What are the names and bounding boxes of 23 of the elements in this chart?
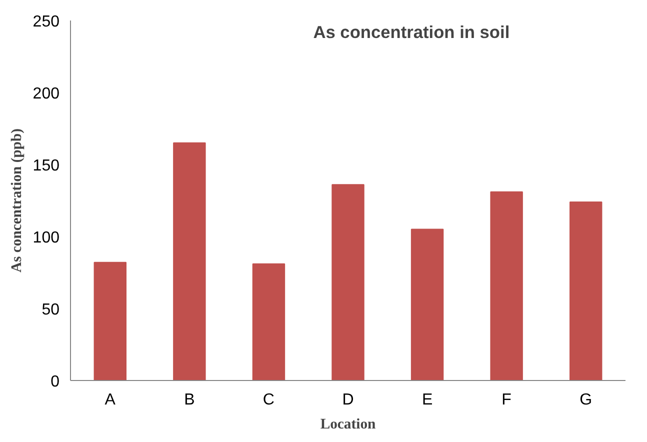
bar: [173, 142, 206, 380]
chart-title: As concentration in soil: [313, 22, 510, 42]
bar: [490, 191, 523, 380]
x-tick-label: F: [502, 392, 512, 408]
bar: [570, 201, 602, 380]
x-tick-label: D: [342, 392, 354, 408]
y-tick-label: 250: [32, 14, 60, 30]
y-tick-label: 50: [42, 302, 60, 318]
x-tick-label: B: [184, 392, 195, 408]
x-tick-label: C: [262, 392, 274, 408]
bar: [410, 228, 444, 380]
x-axis-title: Location: [320, 416, 376, 432]
bar: [332, 184, 364, 380]
y-tick-label: 200: [32, 86, 60, 102]
bar: [94, 262, 126, 380]
y-tick-label: 100: [32, 230, 60, 246]
bar: [252, 263, 286, 380]
y-tick-label: 0: [50, 374, 60, 390]
y-axis-title: As concentration (ppb): [8, 128, 25, 273]
x-tick-label: A: [104, 392, 116, 408]
x-tick-label: E: [422, 392, 433, 408]
y-tick-label: 150: [32, 158, 60, 174]
x-tick-label: G: [580, 392, 592, 408]
